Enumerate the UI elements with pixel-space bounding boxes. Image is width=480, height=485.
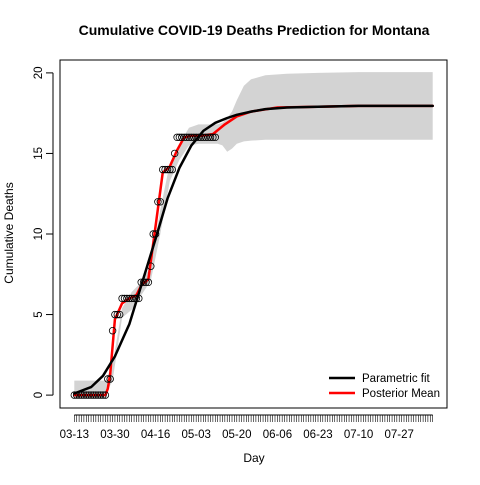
observed-point <box>115 310 124 319</box>
observed-point <box>118 294 126 303</box>
observed-point <box>135 294 143 303</box>
y-tick-label: 10 <box>33 228 45 241</box>
observed-point <box>123 294 131 303</box>
observed-point <box>101 391 110 399</box>
observed-point <box>192 133 200 141</box>
observed-point <box>104 375 112 383</box>
x-tick-label: 06-06 <box>263 429 292 441</box>
observed-point <box>89 391 98 399</box>
observed-point <box>151 230 160 238</box>
observed-point <box>180 133 188 141</box>
observed-point <box>139 278 148 286</box>
observed-point <box>170 149 179 158</box>
observed-points-layer <box>70 133 219 399</box>
plot-frame <box>59 59 448 409</box>
observed-point <box>137 278 145 286</box>
observed-point <box>92 391 100 399</box>
observed-point <box>96 391 105 399</box>
observed-point <box>178 133 186 141</box>
observed-point <box>75 391 83 399</box>
observed-point <box>175 133 184 141</box>
observed-point <box>187 133 196 141</box>
y-tick-label: 0 <box>33 392 45 398</box>
x-tick-label: 07-10 <box>344 429 373 441</box>
observed-point <box>158 165 167 174</box>
observed-point <box>111 310 119 319</box>
legend-label-posterior-mean: Posterior Mean <box>362 388 440 400</box>
observed-point <box>173 133 181 141</box>
series-lines-layer <box>73 104 434 397</box>
chart-title: Cumulative COVID-19 Deaths Prediction fo… <box>79 22 430 38</box>
observed-point <box>194 133 203 141</box>
x-tick-label: 06-23 <box>303 429 332 441</box>
observed-point <box>204 133 212 141</box>
x-tick-label: 03-30 <box>100 429 129 441</box>
observed-point <box>166 165 174 174</box>
observed-point <box>142 278 150 286</box>
observed-point <box>168 165 176 174</box>
x-tick-label: 07-27 <box>384 429 413 441</box>
observed-point <box>211 133 219 141</box>
series-line-posterior-mean <box>73 104 434 397</box>
series-line-parametric-fit <box>73 104 434 395</box>
observed-point <box>94 391 102 399</box>
observed-point <box>161 165 169 174</box>
observed-point <box>185 133 193 141</box>
observed-point <box>190 133 198 141</box>
y-axis-title: Cumulative Deaths <box>2 182 16 283</box>
observed-point <box>77 391 86 399</box>
observed-point <box>82 391 90 399</box>
observed-point <box>149 230 157 238</box>
observed-point <box>163 165 172 174</box>
observed-point <box>156 198 164 206</box>
x-axis-title: Day <box>243 451 264 465</box>
x-tick-label: 04-16 <box>141 429 170 441</box>
observed-point <box>182 133 191 141</box>
observed-point <box>80 391 88 399</box>
observed-point <box>154 198 162 206</box>
observed-point <box>206 133 215 141</box>
observed-point <box>147 262 155 270</box>
legend: Parametric fit Posterior Mean <box>329 373 440 400</box>
observed-point <box>87 391 95 399</box>
observed-point <box>201 133 210 141</box>
y-tick-label: 5 <box>33 311 45 317</box>
observed-point <box>132 294 141 303</box>
observed-point <box>99 391 107 399</box>
observed-point <box>127 294 136 303</box>
observed-point <box>199 133 207 141</box>
y-tick-label: 20 <box>33 67 45 80</box>
observed-point <box>84 391 93 399</box>
observed-point <box>144 278 153 286</box>
x-tick-label: 03-13 <box>60 429 89 441</box>
y-tick-label: 15 <box>33 147 45 160</box>
observed-point <box>106 375 114 383</box>
axes-layer: 03-13 03-30 04-16 05-03 05-20 06-06 06-23 07-10… <box>33 67 433 441</box>
credible-band-layer <box>74 72 433 396</box>
observed-point <box>197 133 205 141</box>
observed-point <box>113 310 121 319</box>
legend-label-parametric-fit: Parametric fit <box>362 373 431 385</box>
observed-point <box>209 133 217 141</box>
observed-point <box>120 294 129 303</box>
observed-point <box>108 327 117 335</box>
credible-band <box>74 72 433 396</box>
observed-point <box>72 391 81 399</box>
x-tick-label: 05-03 <box>181 429 210 441</box>
observed-point <box>70 391 78 399</box>
observed-point <box>125 294 133 303</box>
observed-point <box>130 294 138 303</box>
x-tick-label: 05-20 <box>222 429 251 441</box>
